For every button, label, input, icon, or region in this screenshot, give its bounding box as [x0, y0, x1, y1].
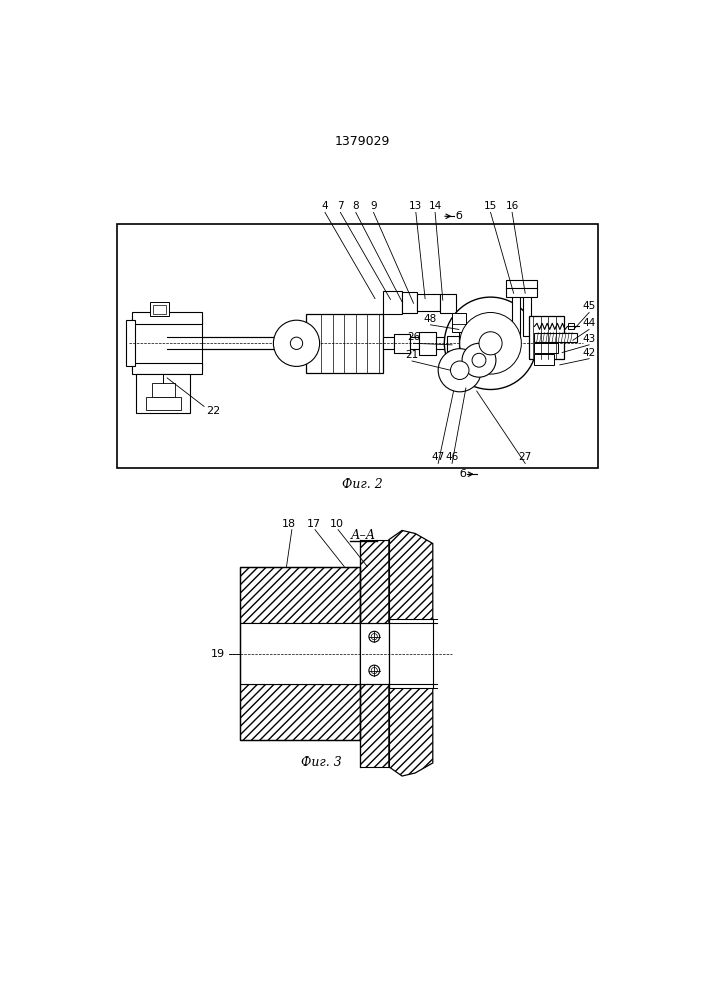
Text: 45: 45	[583, 301, 596, 311]
Bar	[132, 312, 201, 324]
Bar	[523, 286, 530, 336]
Text: б: б	[455, 211, 462, 221]
Bar	[534, 354, 554, 365]
Bar	[305, 314, 382, 373]
Bar	[440, 294, 456, 312]
Bar	[146, 397, 181, 410]
Text: 27: 27	[518, 452, 532, 462]
Text: 7: 7	[337, 201, 344, 211]
Bar	[153, 305, 165, 314]
Bar	[452, 312, 466, 332]
Bar	[132, 363, 201, 374]
Bar	[389, 619, 433, 688]
Text: 46: 46	[445, 452, 459, 462]
Text: 8: 8	[353, 201, 359, 211]
Text: 21: 21	[405, 350, 419, 360]
Text: Фиг. 3: Фиг. 3	[300, 756, 341, 769]
Bar	[402, 292, 417, 312]
Bar	[534, 333, 577, 342]
Text: 15: 15	[484, 201, 497, 211]
Polygon shape	[389, 530, 433, 776]
Circle shape	[479, 332, 502, 355]
Bar	[448, 336, 459, 351]
Text: 9: 9	[370, 201, 377, 211]
Text: 18: 18	[282, 519, 296, 529]
Bar	[409, 337, 419, 349]
Text: 1379029: 1379029	[334, 135, 390, 148]
Circle shape	[291, 337, 303, 349]
Text: 48: 48	[424, 314, 437, 324]
Text: 43: 43	[583, 334, 596, 344]
Text: 47: 47	[431, 452, 445, 462]
Bar	[568, 323, 573, 329]
Bar	[360, 540, 389, 767]
Bar	[240, 684, 360, 740]
Circle shape	[369, 665, 380, 676]
Text: 13: 13	[409, 201, 423, 211]
Text: 10: 10	[329, 519, 344, 529]
Bar	[395, 334, 409, 353]
Bar	[152, 383, 175, 397]
Bar	[240, 623, 360, 684]
Text: 14: 14	[428, 201, 442, 211]
Text: 26: 26	[407, 332, 420, 342]
Bar	[136, 374, 190, 413]
Bar	[126, 320, 135, 366]
Circle shape	[460, 312, 521, 374]
Text: А–А: А–А	[351, 529, 376, 542]
Bar	[150, 302, 169, 316]
Circle shape	[438, 349, 481, 392]
Circle shape	[472, 353, 486, 367]
Bar	[382, 337, 395, 349]
Text: 42: 42	[583, 348, 596, 358]
Text: 16: 16	[506, 201, 519, 211]
Text: 19: 19	[211, 649, 225, 659]
Bar	[286, 339, 296, 348]
Bar	[132, 316, 201, 370]
Bar	[117, 224, 598, 468]
Bar	[506, 288, 537, 297]
Bar	[506, 280, 537, 289]
Circle shape	[462, 343, 496, 377]
Text: Фиг. 2: Фиг. 2	[341, 478, 382, 491]
Circle shape	[450, 361, 469, 379]
Bar	[360, 623, 389, 684]
Circle shape	[369, 631, 380, 642]
Bar	[459, 332, 474, 355]
Bar	[419, 332, 436, 355]
Text: 4: 4	[322, 201, 328, 211]
Circle shape	[444, 297, 537, 389]
Text: 17: 17	[306, 519, 320, 529]
Bar	[382, 291, 402, 314]
Bar	[529, 316, 563, 359]
Text: 22: 22	[206, 406, 220, 416]
Circle shape	[274, 320, 320, 366]
Bar	[240, 567, 360, 623]
Bar	[240, 567, 360, 740]
Text: 44: 44	[583, 318, 596, 328]
Bar	[512, 286, 520, 347]
Bar	[534, 343, 558, 353]
Bar	[474, 334, 489, 353]
Bar	[436, 337, 448, 349]
Bar	[417, 294, 440, 311]
Text: б: б	[460, 469, 466, 479]
